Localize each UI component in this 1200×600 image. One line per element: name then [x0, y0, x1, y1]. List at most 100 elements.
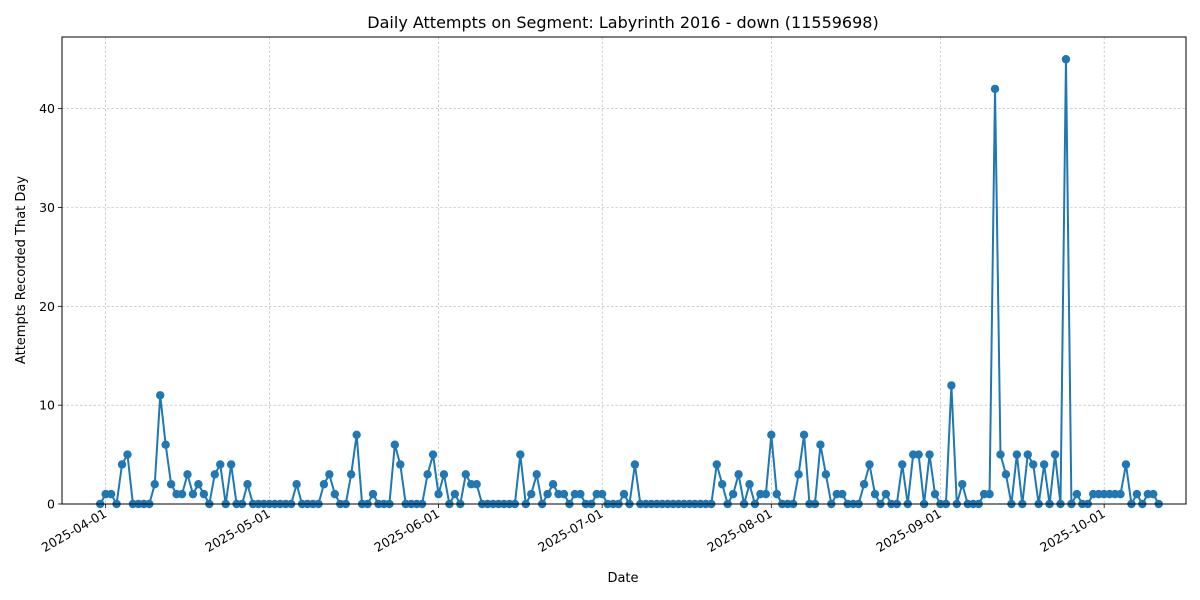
data-point [799, 430, 809, 440]
data-point [396, 460, 405, 469]
x-tick-label: 2025-04-01 [39, 506, 109, 555]
data-point [821, 470, 831, 479]
data-point [985, 489, 994, 499]
x-tick-label: 2025-09-01 [874, 506, 944, 555]
data-point [947, 381, 956, 390]
x-tick-label: 2025-10-01 [1037, 506, 1107, 555]
data-point [772, 489, 781, 499]
data-point [1061, 55, 1071, 64]
data-point [177, 489, 187, 499]
data-point [734, 470, 743, 479]
data-point [450, 489, 460, 499]
data-point [816, 440, 825, 449]
data-point [161, 440, 170, 449]
data-point [183, 470, 192, 479]
data-point [210, 470, 219, 479]
data-point [188, 489, 198, 499]
data-point [597, 489, 607, 499]
data-point [1023, 450, 1032, 459]
data-point [472, 480, 481, 489]
data-point [1149, 489, 1158, 499]
data-point [434, 489, 443, 499]
y-axis-label: Attempts Recorded That Day [14, 176, 29, 364]
data-point [123, 450, 132, 459]
chart-title: Daily Attempts on Segment: Labyrinth 201… [367, 13, 878, 32]
data-point [1039, 460, 1049, 469]
data-point [761, 489, 771, 499]
x-tick-label: 2025-05-01 [202, 506, 272, 555]
data-point [346, 470, 356, 479]
x-tick-label: 2025-07-01 [535, 506, 605, 555]
series-line [99, 58, 1160, 505]
data-point [1012, 450, 1022, 459]
data-point [319, 480, 329, 489]
data-point [117, 460, 127, 469]
x-tick-label: 2025-08-01 [704, 506, 774, 555]
data-point [226, 460, 236, 469]
data-point [767, 430, 776, 440]
data-point [216, 460, 225, 469]
y-tick-label: 40 [39, 101, 55, 116]
data-point [548, 480, 558, 489]
data-point [728, 489, 738, 499]
data-point [156, 391, 165, 400]
data-point [930, 489, 940, 499]
x-axis-ticks: 2025-04-01 2025-05-01 2025-06-01 2025-07-01… [39, 504, 1108, 555]
plot-frame [61, 36, 1187, 505]
data-point [199, 489, 209, 499]
data-point [352, 430, 361, 440]
data-point [194, 480, 203, 489]
y-tick-label: 10 [39, 398, 55, 413]
data-point [1116, 489, 1125, 499]
data-point [870, 489, 880, 499]
data-point [439, 470, 449, 479]
y-tick-label: 0 [47, 497, 55, 512]
data-point [106, 489, 116, 499]
data-point [914, 450, 923, 459]
y-tick-label: 20 [39, 299, 55, 314]
data-point [712, 460, 721, 469]
data-point [428, 450, 438, 459]
grid [62, 37, 1186, 504]
data-point [1029, 460, 1038, 469]
data-point [794, 470, 803, 479]
data-point [150, 480, 159, 489]
data-point [1121, 460, 1131, 469]
data-point [881, 489, 891, 499]
data-point [958, 480, 967, 489]
data-point [532, 470, 541, 479]
data-point [718, 480, 727, 489]
data-point [330, 489, 340, 499]
data-point [390, 440, 400, 449]
data-point [1132, 489, 1142, 499]
data-point [925, 450, 934, 459]
data-point [865, 460, 874, 469]
data-point [325, 470, 334, 479]
series [95, 55, 1163, 509]
data-point [576, 489, 585, 499]
data-point [990, 84, 1000, 94]
data-point [745, 480, 754, 489]
data-point [630, 460, 640, 469]
y-axis-ticks: 0 10 20 30 40 [39, 101, 62, 512]
data-point [166, 480, 176, 489]
data-point [996, 450, 1005, 459]
data-point [619, 489, 629, 499]
data-point [559, 489, 569, 499]
data-point [527, 489, 536, 499]
data-point [516, 450, 525, 459]
x-tick-label: 2025-06-01 [372, 506, 442, 555]
data-point [292, 480, 301, 489]
data-point [859, 480, 869, 489]
data-point [1072, 489, 1082, 499]
data-point [1050, 450, 1060, 459]
y-tick-label: 30 [39, 200, 55, 215]
data-point [423, 470, 432, 479]
data-point [243, 480, 252, 489]
data-point [368, 489, 378, 499]
data-point [838, 489, 847, 499]
data-point [461, 470, 470, 479]
x-axis-label: Date [607, 571, 638, 586]
data-point [543, 489, 552, 499]
